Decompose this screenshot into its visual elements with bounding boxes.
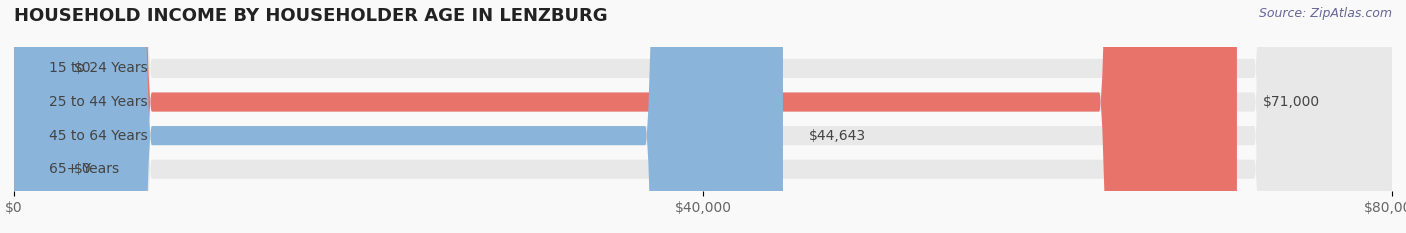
FancyBboxPatch shape (14, 0, 1392, 233)
Text: $44,643: $44,643 (808, 129, 866, 143)
Text: 45 to 64 Years: 45 to 64 Years (48, 129, 148, 143)
Text: 25 to 44 Years: 25 to 44 Years (48, 95, 148, 109)
Text: $0: $0 (75, 162, 91, 176)
FancyBboxPatch shape (14, 0, 1392, 233)
Text: 15 to 24 Years: 15 to 24 Years (48, 62, 148, 75)
Text: $71,000: $71,000 (1263, 95, 1320, 109)
Text: $0: $0 (75, 62, 91, 75)
Text: HOUSEHOLD INCOME BY HOUSEHOLDER AGE IN LENZBURG: HOUSEHOLD INCOME BY HOUSEHOLDER AGE IN L… (14, 7, 607, 25)
FancyBboxPatch shape (14, 0, 783, 233)
Text: 65+ Years: 65+ Years (48, 162, 118, 176)
FancyBboxPatch shape (14, 0, 1237, 233)
Text: Source: ZipAtlas.com: Source: ZipAtlas.com (1258, 7, 1392, 20)
FancyBboxPatch shape (14, 0, 1392, 233)
FancyBboxPatch shape (14, 0, 1392, 233)
